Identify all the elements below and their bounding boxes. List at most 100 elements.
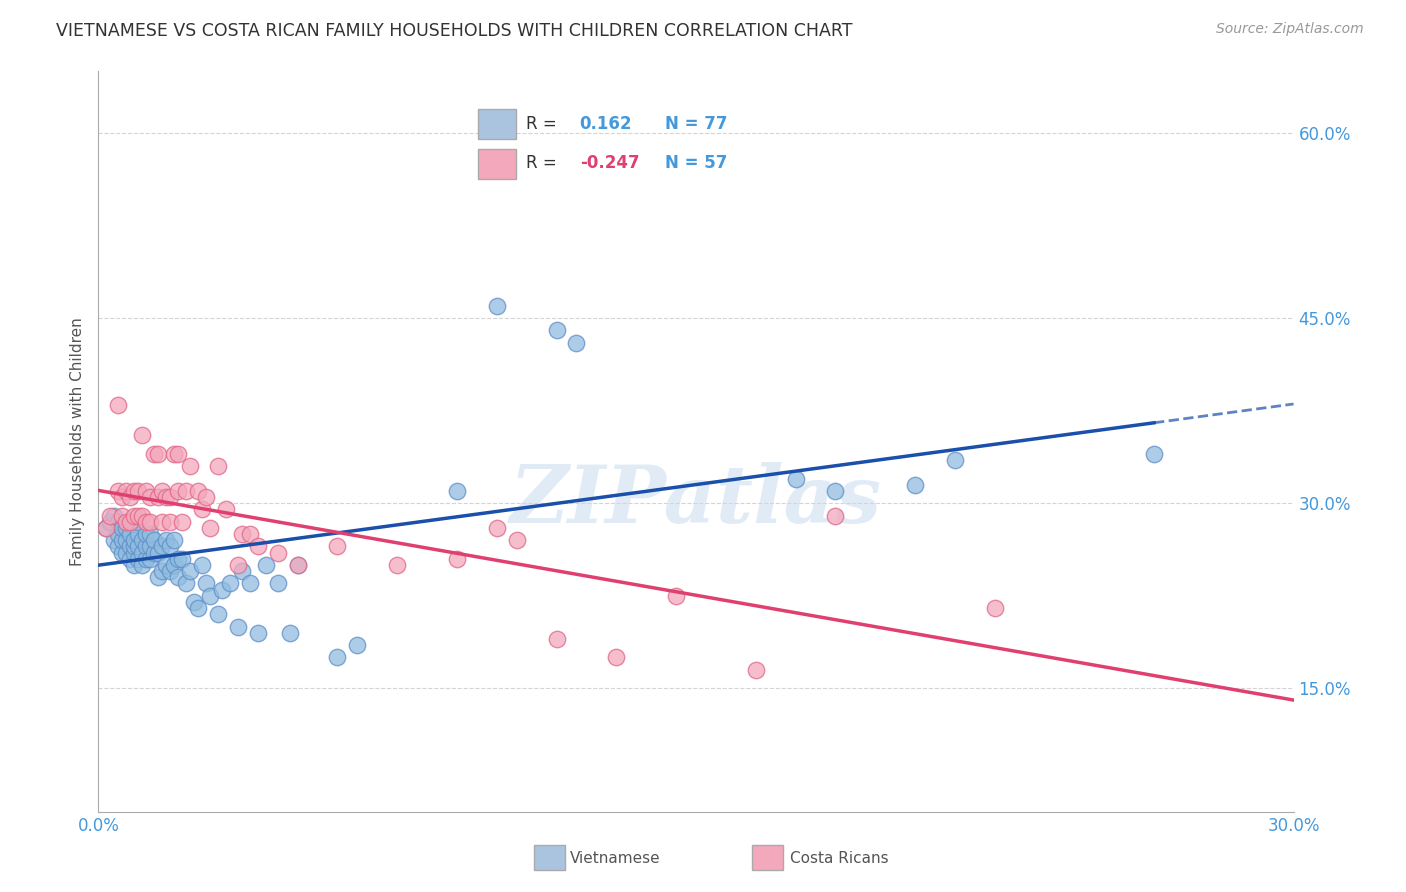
Point xyxy=(267,545,290,560)
Point xyxy=(226,558,249,572)
Point xyxy=(148,570,170,584)
Point xyxy=(135,551,157,566)
Point xyxy=(124,540,146,554)
Point xyxy=(127,540,149,554)
Point xyxy=(124,558,146,572)
Point xyxy=(143,545,166,560)
Point xyxy=(131,545,153,560)
Point xyxy=(131,533,153,548)
Point xyxy=(167,570,190,584)
Point xyxy=(446,483,468,498)
Text: Source: ZipAtlas.com: Source: ZipAtlas.com xyxy=(1216,22,1364,37)
Point xyxy=(150,564,173,578)
Point xyxy=(96,521,118,535)
Point xyxy=(139,490,162,504)
Point xyxy=(207,459,229,474)
Point xyxy=(135,527,157,541)
Point xyxy=(98,508,122,523)
Point xyxy=(115,545,138,560)
Point xyxy=(195,576,218,591)
Point xyxy=(135,483,157,498)
Point xyxy=(148,490,170,504)
Point xyxy=(139,515,162,529)
Point xyxy=(239,576,262,591)
Point xyxy=(745,663,768,677)
Point xyxy=(148,447,170,461)
Text: Vietnamese: Vietnamese xyxy=(569,851,659,865)
Point xyxy=(107,527,129,541)
Point xyxy=(605,650,627,665)
Point xyxy=(231,527,253,541)
Point xyxy=(824,508,846,523)
Point xyxy=(98,515,122,529)
Point xyxy=(150,515,173,529)
Point xyxy=(127,551,149,566)
Point xyxy=(485,521,508,535)
Point xyxy=(135,515,157,529)
Point xyxy=(107,483,129,498)
Point xyxy=(984,601,1007,615)
Point xyxy=(139,540,162,554)
Text: Costa Ricans: Costa Ricans xyxy=(790,851,889,865)
Point xyxy=(155,558,177,572)
Point xyxy=(103,508,125,523)
Point xyxy=(174,576,197,591)
Point xyxy=(485,299,508,313)
Point xyxy=(565,335,588,350)
Point xyxy=(127,483,149,498)
Point xyxy=(159,564,181,578)
Point xyxy=(115,521,138,535)
Point xyxy=(159,515,181,529)
Point xyxy=(346,638,368,652)
Point xyxy=(131,428,153,442)
Y-axis label: Family Households with Children: Family Households with Children xyxy=(69,318,84,566)
Point xyxy=(127,508,149,523)
Point xyxy=(120,540,142,554)
Text: ZIPatlas: ZIPatlas xyxy=(510,462,882,540)
Point xyxy=(159,490,181,504)
Point xyxy=(135,540,157,554)
Point xyxy=(207,607,229,622)
Point xyxy=(172,515,194,529)
Point xyxy=(159,540,181,554)
Point xyxy=(231,564,253,578)
Point xyxy=(111,490,134,504)
Point xyxy=(139,551,162,566)
Point xyxy=(179,459,201,474)
Point xyxy=(226,619,249,633)
Point xyxy=(198,521,221,535)
Point xyxy=(287,558,309,572)
Text: VIETNAMESE VS COSTA RICAN FAMILY HOUSEHOLDS WITH CHILDREN CORRELATION CHART: VIETNAMESE VS COSTA RICAN FAMILY HOUSEHO… xyxy=(56,22,853,40)
Point xyxy=(246,540,269,554)
Point xyxy=(219,576,242,591)
Point xyxy=(254,558,277,572)
Point xyxy=(187,483,209,498)
Point xyxy=(326,540,349,554)
Point xyxy=(120,515,142,529)
Point xyxy=(124,483,146,498)
Point xyxy=(174,483,197,498)
Point xyxy=(150,540,173,554)
Point xyxy=(267,576,290,591)
Point xyxy=(239,527,262,541)
Point xyxy=(143,447,166,461)
Point xyxy=(155,533,177,548)
Point xyxy=(385,558,409,572)
Point xyxy=(107,515,129,529)
Point xyxy=(120,527,142,541)
Point xyxy=(103,533,125,548)
Point xyxy=(96,521,118,535)
Point xyxy=(155,490,177,504)
Point xyxy=(187,601,209,615)
Point xyxy=(824,483,846,498)
Point xyxy=(943,453,966,467)
Point xyxy=(131,508,153,523)
Point xyxy=(183,595,205,609)
Point xyxy=(115,483,138,498)
Point xyxy=(120,490,142,504)
Point xyxy=(163,558,186,572)
Point xyxy=(546,632,568,646)
Point xyxy=(111,533,134,548)
Point xyxy=(107,398,129,412)
Point xyxy=(191,502,214,516)
